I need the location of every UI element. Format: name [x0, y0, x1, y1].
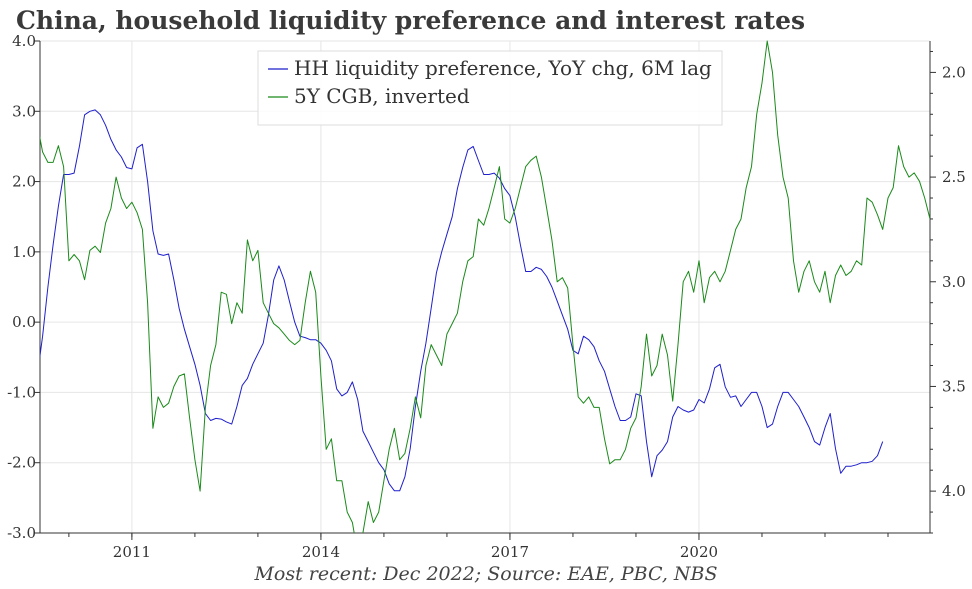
series-line-1	[40, 109, 884, 492]
y-left-tick-label: -2.0	[7, 454, 36, 472]
y-left-tick-label: 0.0	[12, 313, 36, 331]
y-left-tick-label: -1.0	[7, 383, 36, 401]
source-note: Most recent: Dec 2022; Source: EAE, PBC,…	[254, 563, 718, 585]
legend: HH liquidity preference, YoY chg, 6M lag…	[257, 50, 723, 126]
y-right-tick-label: 3.0	[942, 273, 966, 291]
y-right-tick-label: 4.0	[942, 482, 966, 500]
y-right-tick-label: 2.5	[942, 168, 966, 186]
legend-label-1: HH liquidity preference, YoY chg, 6M lag	[294, 56, 712, 80]
y-left-tick-label: 4.0	[12, 32, 36, 50]
legend-box	[257, 50, 723, 126]
x-tick-label: 2011	[113, 543, 151, 561]
series-lines	[40, 40, 930, 533]
y-left-tick-label: 1.0	[12, 243, 36, 261]
legend-label-2: 5Y CGB, inverted	[294, 84, 470, 108]
axes: -3.0 -2.0 -1.0 0.0 1.0 2.0 3.0 4.0 2.0 2.5 3.0 3.5 4…	[7, 32, 966, 561]
x-tick-label: 2017	[491, 543, 529, 561]
y-left-tick-label: -3.0	[7, 524, 36, 542]
y-left-tick-label: 3.0	[12, 102, 36, 120]
x-tick-label: 2014	[302, 543, 340, 561]
grid-lines	[40, 40, 930, 534]
series-line-2	[40, 40, 930, 533]
y-right-tick-label: 2.0	[942, 63, 966, 81]
chart-title: China, household liquidity preference an…	[16, 6, 806, 35]
x-tick-label: 2020	[680, 543, 718, 561]
y-left-tick-label: 2.0	[12, 173, 36, 191]
y-right-tick-label: 3.5	[942, 377, 966, 395]
